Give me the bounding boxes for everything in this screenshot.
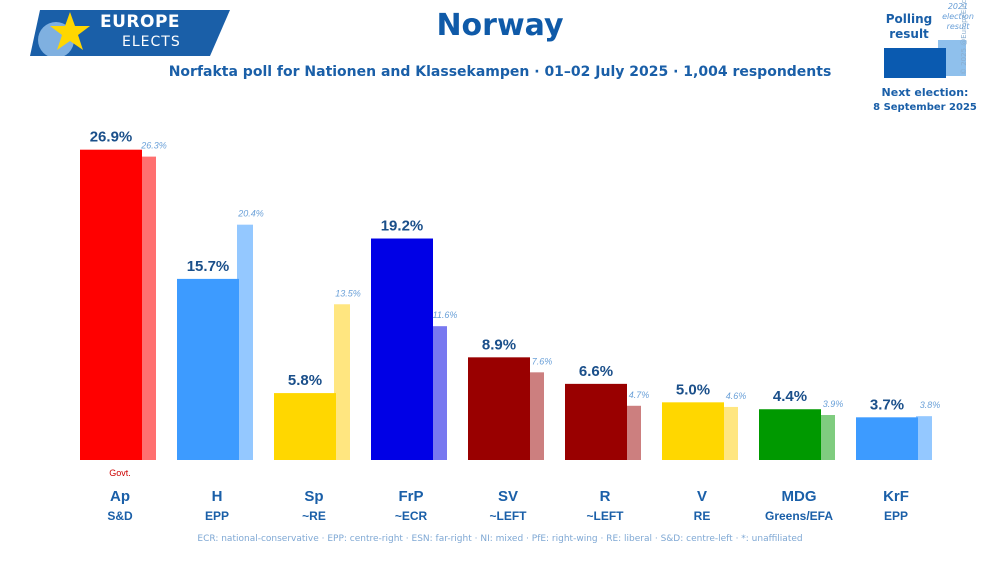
logo-text-elects: ELECTS: [122, 34, 181, 50]
data-label-previous-sp: 13.5%: [335, 288, 361, 298]
group-label-sv: ~LEFT: [489, 509, 527, 523]
data-label-poll-r: 6.6%: [579, 363, 613, 380]
bar-previous-ap: [140, 156, 156, 460]
group-label-frp: ~ECR: [395, 509, 428, 523]
legend-previous-label-result: result: [946, 22, 970, 31]
group-label-v: RE: [694, 509, 711, 523]
group-label-mdg: Greens/EFA: [765, 509, 833, 523]
legend-polling-label: Polling result: [885, 12, 933, 41]
data-label-poll-ap: 26.9%: [90, 129, 133, 146]
group-label-sp: ~RE: [302, 509, 326, 523]
data-label-poll-mdg: 4.4%: [773, 388, 807, 405]
bar-poll-r: [565, 383, 627, 460]
bar-poll-krf: [856, 417, 918, 460]
bar-previous-sv: [528, 372, 544, 460]
bar-previous-r: [625, 405, 641, 460]
party-label-frp: FrP: [398, 488, 423, 505]
data-label-poll-v: 5.0%: [676, 381, 710, 398]
data-label-poll-h: 15.7%: [187, 258, 230, 275]
party-label-krf: KrF: [883, 488, 909, 505]
star-icon: [50, 12, 90, 50]
party-label-sp: Sp: [304, 488, 323, 505]
legend-previous-label-election: election: [942, 12, 974, 21]
govt-annotation: Govt.: [109, 468, 131, 478]
party-label-r: R: [600, 488, 611, 505]
bar-poll-ap: [80, 149, 142, 461]
bar-poll-sp: [274, 393, 336, 460]
data-label-previous-r: 4.7%: [629, 390, 650, 400]
bar-poll-sv: [468, 357, 530, 460]
data-label-poll-sp: 5.8%: [288, 372, 322, 389]
footnote: ECR: national-conservative · EPP: centre…: [197, 534, 803, 544]
data-label-previous-frp: 11.6%: [433, 310, 458, 320]
data-label-previous-mdg: 3.9%: [823, 399, 844, 409]
data-label-previous-sv: 7.6%: [532, 356, 553, 366]
group-label-krf: EPP: [884, 509, 908, 523]
legend: Polling result 2021 election result Next…: [860, 0, 1000, 120]
bar-poll-mdg: [759, 409, 821, 460]
next-election-date: 8 September 2025: [873, 102, 977, 113]
data-label-previous-ap: 26.3%: [140, 141, 167, 151]
legend-polling-swatch: [884, 48, 946, 78]
party-label-v: V: [697, 488, 707, 505]
data-label-previous-h: 20.4%: [237, 209, 264, 219]
next-election-label: Next election:: [881, 86, 969, 99]
bar-previous-v: [722, 406, 738, 460]
bar-previous-h: [237, 224, 253, 460]
page-subtitle: Norfakta poll for Nationen and Klassekam…: [168, 64, 832, 80]
bar-previous-mdg: [819, 415, 835, 460]
data-label-previous-v: 4.6%: [726, 391, 747, 401]
data-label-poll-frp: 19.2%: [381, 218, 424, 235]
bar-previous-sp: [334, 304, 350, 460]
data-label-previous-krf: 3.8%: [920, 400, 941, 410]
page-title: Norway: [436, 8, 564, 43]
bar-previous-krf: [916, 416, 932, 460]
bar-poll-h: [177, 278, 239, 460]
party-label-h: H: [212, 488, 223, 505]
legend-previous-label-year: 2021: [947, 2, 969, 11]
group-label-ap: S&D: [107, 509, 133, 523]
bar-poll-v: [662, 402, 724, 460]
data-label-poll-sv: 8.9%: [482, 336, 516, 353]
group-label-h: EPP: [205, 509, 229, 523]
party-label-sv: SV: [498, 488, 518, 505]
logo-text-europe: EUROPE: [100, 12, 181, 32]
bar-poll-frp: [371, 238, 433, 460]
europe-elects-logo: [30, 10, 230, 56]
party-label-ap: Ap: [110, 488, 130, 505]
data-label-poll-krf: 3.7%: [870, 396, 904, 413]
group-label-r: ~LEFT: [586, 509, 624, 523]
bar-previous-frp: [431, 326, 447, 460]
party-label-mdg: MDG: [782, 488, 817, 505]
